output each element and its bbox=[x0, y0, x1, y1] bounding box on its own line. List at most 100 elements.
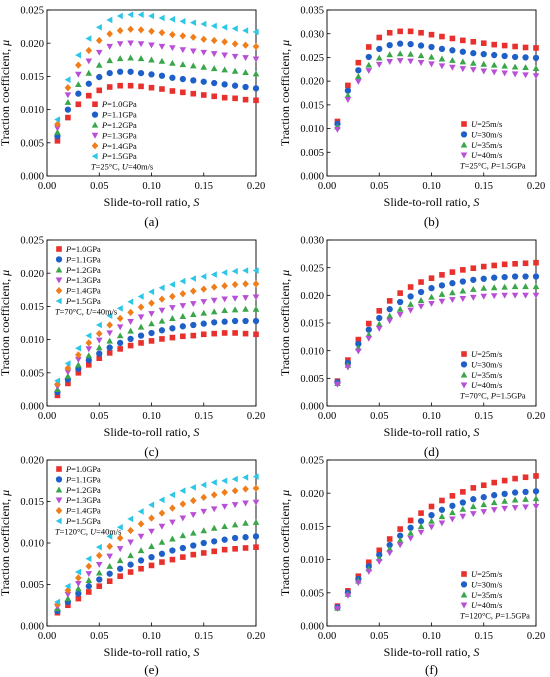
data-point bbox=[211, 319, 218, 326]
y-tick-label: 0.005 bbox=[20, 368, 44, 379]
data-point bbox=[221, 330, 228, 336]
data-point bbox=[95, 569, 103, 576]
data-point bbox=[242, 96, 249, 103]
data-point bbox=[169, 74, 176, 81]
data-point bbox=[148, 528, 155, 535]
x-tick-label: 0.10 bbox=[142, 411, 160, 422]
data-point bbox=[460, 267, 466, 273]
legend-conditions-part: P bbox=[494, 612, 500, 621]
data-point bbox=[396, 537, 404, 543]
data-point bbox=[386, 298, 393, 304]
data-point bbox=[127, 298, 134, 306]
legend-label-part: P bbox=[101, 152, 107, 161]
data-point bbox=[200, 285, 208, 293]
data-point bbox=[148, 338, 155, 344]
legend-conditions-part: =70°C, bbox=[465, 392, 491, 401]
legend-label-part: U bbox=[471, 580, 478, 589]
data-point bbox=[221, 318, 228, 325]
legend-label: U=40m/s bbox=[471, 601, 502, 610]
legend-label: P=1.2GPa bbox=[101, 121, 137, 130]
data-point bbox=[169, 315, 176, 321]
data-point bbox=[470, 50, 477, 57]
data-point bbox=[365, 320, 372, 327]
data-point bbox=[532, 488, 540, 495]
data-point bbox=[210, 65, 218, 72]
legend-marker bbox=[56, 466, 62, 472]
x-axis-title-part: Slide-to-roll ratio, bbox=[384, 195, 474, 209]
data-point bbox=[148, 27, 155, 35]
legend-marker bbox=[92, 101, 98, 108]
data-point bbox=[231, 67, 239, 74]
series-u35ms bbox=[334, 283, 540, 386]
data-point bbox=[252, 56, 260, 63]
legend-marker bbox=[91, 121, 99, 128]
y-tick-label: 0.025 bbox=[300, 53, 324, 64]
y-tick-label: 0.035 bbox=[300, 6, 324, 17]
data-point bbox=[344, 92, 352, 99]
data-point bbox=[511, 292, 519, 299]
data-point bbox=[64, 360, 71, 367]
data-point bbox=[252, 294, 260, 301]
data-point bbox=[54, 128, 61, 135]
data-point bbox=[158, 28, 166, 37]
data-point bbox=[200, 508, 208, 515]
y-tick-label: 0.010 bbox=[20, 335, 44, 346]
data-point bbox=[190, 33, 197, 41]
y-tick-label: 0.015 bbox=[20, 497, 44, 508]
data-point bbox=[512, 260, 518, 267]
data-point bbox=[533, 259, 539, 266]
data-point bbox=[242, 500, 249, 507]
x-tick-label: 0.05 bbox=[90, 631, 108, 642]
data-point bbox=[491, 262, 498, 269]
data-point bbox=[407, 41, 414, 48]
x-tick-label: 0.10 bbox=[422, 631, 440, 642]
data-point bbox=[449, 493, 456, 499]
data-point bbox=[137, 323, 145, 330]
data-point bbox=[75, 351, 82, 359]
legend-label-part: P bbox=[101, 131, 107, 140]
data-point bbox=[137, 69, 145, 77]
legend-conditions-part: =1.5GPa bbox=[496, 162, 526, 171]
data-point bbox=[180, 554, 186, 560]
data-point bbox=[459, 513, 467, 520]
data-point bbox=[252, 42, 260, 51]
data-point bbox=[396, 305, 404, 312]
data-point bbox=[221, 296, 228, 303]
data-point bbox=[169, 59, 176, 66]
data-point bbox=[231, 40, 239, 48]
data-point bbox=[190, 77, 197, 84]
data-point bbox=[490, 293, 498, 300]
data-point bbox=[137, 332, 145, 339]
data-point bbox=[386, 541, 393, 549]
legend-label-part: =1.3GPa bbox=[71, 496, 101, 505]
legend-conditions-part: P bbox=[490, 392, 496, 401]
data-point bbox=[148, 288, 155, 296]
x-axis-title-part: S bbox=[473, 645, 479, 659]
data-point bbox=[75, 568, 81, 576]
data-point bbox=[64, 364, 72, 372]
legend-label-part: =1.0GPa bbox=[71, 465, 101, 474]
y-tick-label: 0.025 bbox=[300, 456, 324, 467]
x-tick-label: 0.20 bbox=[247, 631, 265, 642]
data-point bbox=[480, 275, 487, 282]
legend-label-part: =1.1GPa bbox=[107, 111, 137, 120]
data-point bbox=[407, 58, 414, 65]
data-point bbox=[179, 75, 186, 83]
legend-label-part: U bbox=[471, 350, 478, 359]
legend-label-part: =30m/s bbox=[477, 360, 502, 369]
data-point bbox=[54, 120, 61, 128]
data-point bbox=[95, 49, 103, 56]
data-point bbox=[127, 68, 134, 75]
x-axis-title-part: Slide-to-roll ratio, bbox=[384, 645, 474, 659]
data-point bbox=[522, 283, 529, 290]
data-point bbox=[449, 502, 456, 509]
data-point bbox=[85, 577, 93, 583]
legend-label-part: P bbox=[65, 297, 71, 306]
data-point bbox=[95, 344, 103, 351]
data-point bbox=[428, 31, 435, 38]
data-point bbox=[396, 312, 404, 318]
series-p1.4gpa bbox=[54, 280, 260, 388]
x-tick-label: 0.00 bbox=[38, 631, 56, 642]
legend-label-part: P bbox=[65, 266, 71, 275]
data-point bbox=[137, 293, 144, 300]
